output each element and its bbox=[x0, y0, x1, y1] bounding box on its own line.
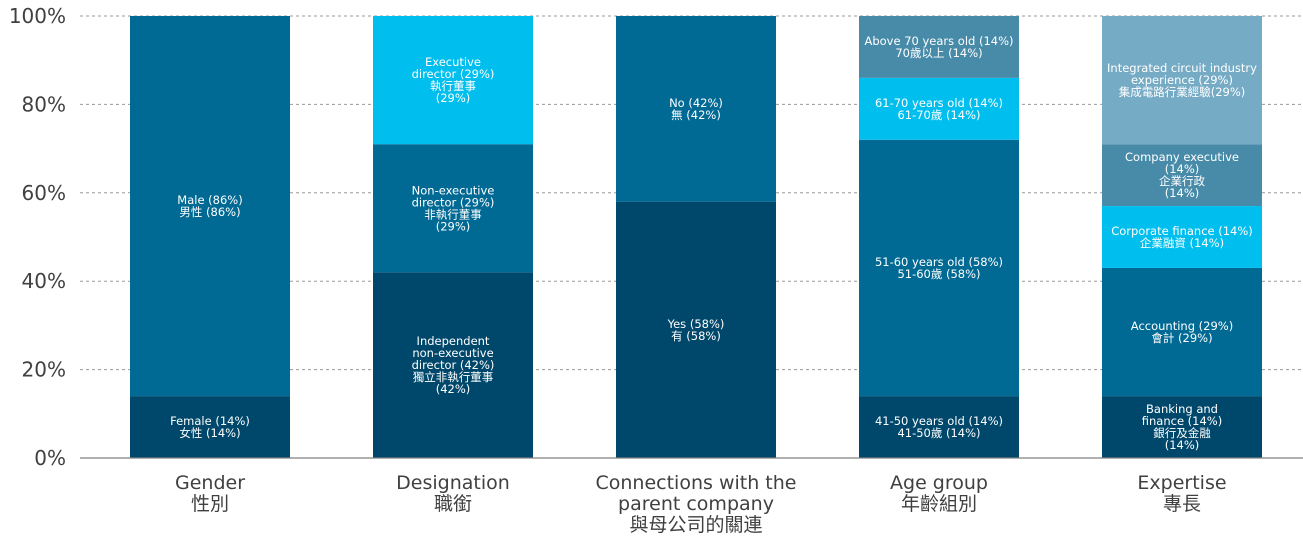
bar-segment bbox=[1102, 16, 1262, 145]
bar-stack: Female (14%)女性 (14%) Male (86%)男性 (86%) bbox=[130, 16, 290, 458]
bar-stack: Yes (58%)有 (58%) No (42%)無 (42%) bbox=[616, 16, 776, 458]
segment-label: Company executive (14%)企業行政(14%) bbox=[1125, 150, 1239, 200]
y-tick-label: 40% bbox=[22, 269, 66, 293]
category-label: Connections with the parent company 與母公司的關… bbox=[596, 472, 797, 536]
segment-label: Male (86%)男性 (86%) bbox=[177, 193, 242, 219]
segment-label: Executive director (29%)執行董事(29%) bbox=[412, 55, 495, 105]
bar-stack: Independent non-executive director (42%)獨立… bbox=[373, 16, 533, 458]
y-tick-label: 100% bbox=[9, 4, 66, 28]
segment-label: Integrated circuit industry experience (2… bbox=[1107, 61, 1257, 99]
bar-segment bbox=[859, 396, 1019, 458]
y-axis-tick-labels: 0% 20% 40% 60% 80% 100% bbox=[9, 4, 66, 470]
bar-stack: Banking and finance (14%)銀行及金融(14%) Accoun… bbox=[1102, 16, 1262, 458]
bar-segment bbox=[130, 396, 290, 458]
segment-label: Accounting (29%)會計 (29%) bbox=[1131, 319, 1233, 345]
bar-segment bbox=[616, 16, 776, 202]
bar-segment bbox=[373, 16, 533, 145]
bar-segment bbox=[373, 144, 533, 273]
category-label: Age group 年齡組別 bbox=[890, 472, 988, 515]
bar-segment bbox=[616, 201, 776, 458]
bar-segment bbox=[1102, 267, 1262, 397]
bar-stack: 41-50 years old (14%) 41-50歲 (14%) 51-60 y… bbox=[859, 16, 1019, 458]
bar-segment bbox=[1102, 144, 1262, 207]
segment-label: Corporate finance (14%)企業融資 (14%) bbox=[1111, 224, 1253, 250]
bar-segment bbox=[859, 16, 1019, 78]
bar-segment bbox=[859, 77, 1019, 140]
y-tick-label: 60% bbox=[22, 181, 66, 205]
bar-segment bbox=[1102, 206, 1262, 268]
bar-segment bbox=[1102, 396, 1262, 458]
segment-label: Non-executive director (29%)非執行董事(29%) bbox=[412, 183, 495, 233]
segment-label: 41-50 years old (14%) 41-50歲 (14%) bbox=[875, 414, 1003, 440]
x-axis-category-labels: Gender 性別 Designation 職銜 Connections with th… bbox=[175, 472, 1227, 536]
category-label: Gender 性別 bbox=[175, 472, 245, 515]
segment-label: Independent non-executive director (42%)獨立… bbox=[412, 334, 495, 396]
segment-label: Banking and finance (14%)銀行及金融(14%) bbox=[1142, 402, 1222, 452]
y-tick-label: 0% bbox=[34, 446, 66, 470]
category-label: Designation 職銜 bbox=[396, 472, 510, 515]
bar-segment bbox=[373, 272, 533, 458]
bar-segment bbox=[859, 139, 1019, 397]
segment-label: 61-70 years old (14%) 61-70歲 (14%) bbox=[875, 96, 1003, 122]
segment-label: Yes (58%)有 (58%) bbox=[667, 317, 725, 343]
segment-label: Above 70 years old (14%) 70歲以上 (14%) bbox=[864, 34, 1013, 60]
y-tick-label: 20% bbox=[22, 358, 66, 382]
segment-label: No (42%)無 (42%) bbox=[669, 96, 723, 122]
segment-label: 51-60 years old (58%) 51-60歲 (58%) bbox=[875, 255, 1003, 281]
bar-segment bbox=[130, 16, 290, 397]
segment-label: Female (14%)女性 (14%) bbox=[170, 414, 250, 440]
category-label: Expertise 專長 bbox=[1137, 472, 1226, 515]
bar-stacks: Female (14%)女性 (14%) Male (86%)男性 (86%) In… bbox=[130, 16, 1262, 458]
y-tick-label: 80% bbox=[22, 92, 66, 116]
